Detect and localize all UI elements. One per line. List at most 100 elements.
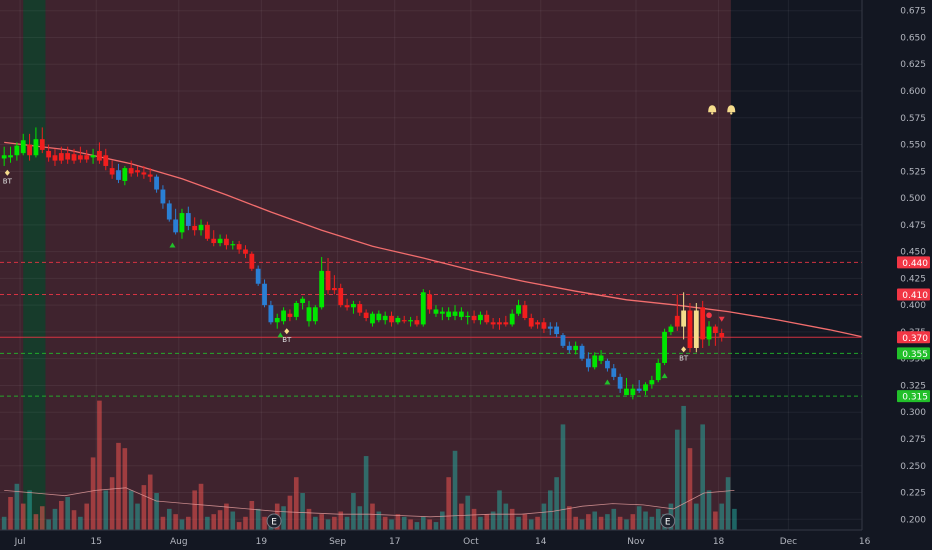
- candle[interactable]: [681, 292, 687, 340]
- candle[interactable]: [166, 200, 172, 222]
- candle[interactable]: [573, 341, 579, 355]
- candle[interactable]: [471, 310, 477, 324]
- candle[interactable]: [535, 320, 540, 329]
- candle[interactable]: [662, 328, 667, 366]
- candle[interactable]: [655, 358, 661, 383]
- candle[interactable]: [109, 160, 115, 179]
- candle[interactable]: [147, 168, 153, 183]
- candle[interactable]: [357, 300, 363, 316]
- candle[interactable]: [712, 324, 718, 346]
- candle[interactable]: [331, 275, 337, 295]
- candle[interactable]: [541, 318, 547, 333]
- candle[interactable]: [46, 144, 52, 162]
- candle[interactable]: [224, 234, 229, 250]
- candle[interactable]: [128, 160, 134, 177]
- candle[interactable]: [674, 294, 680, 331]
- candle[interactable]: [103, 148, 109, 171]
- candle[interactable]: [363, 309, 369, 322]
- candle[interactable]: [249, 251, 255, 271]
- candle[interactable]: [592, 352, 598, 370]
- candle[interactable]: [211, 230, 217, 247]
- time-axis[interactable]: Jul15Aug19Sep17Oct14Nov18Dec16202: [0, 529, 932, 550]
- candle[interactable]: [185, 206, 191, 231]
- candle[interactable]: [351, 300, 356, 314]
- candle[interactable]: [566, 341, 572, 354]
- candle[interactable]: [706, 321, 712, 346]
- candle[interactable]: [554, 322, 560, 338]
- candle[interactable]: [14, 142, 20, 161]
- candle[interactable]: [33, 127, 39, 158]
- candle[interactable]: [598, 350, 604, 365]
- candle[interactable]: [649, 375, 655, 389]
- candle[interactable]: [8, 146, 13, 163]
- candle[interactable]: [338, 283, 344, 308]
- candle[interactable]: [71, 148, 77, 164]
- candle[interactable]: [376, 310, 382, 323]
- candle[interactable]: [198, 219, 204, 236]
- candle[interactable]: [497, 318, 502, 330]
- candle[interactable]: [630, 384, 636, 400]
- candle[interactable]: [287, 309, 293, 322]
- candle[interactable]: [77, 146, 83, 163]
- candle[interactable]: [636, 380, 642, 393]
- candle[interactable]: [458, 307, 464, 321]
- candle[interactable]: [179, 208, 185, 239]
- candle[interactable]: [141, 165, 147, 179]
- candle[interactable]: [243, 245, 248, 259]
- candle[interactable]: [173, 208, 179, 235]
- candle[interactable]: [58, 146, 64, 164]
- candle[interactable]: [446, 307, 452, 321]
- candle[interactable]: [90, 148, 96, 164]
- candle[interactable]: [382, 311, 388, 325]
- candle[interactable]: [401, 315, 407, 324]
- candle[interactable]: [1, 146, 7, 166]
- candle[interactable]: [312, 305, 318, 325]
- candle[interactable]: [427, 290, 433, 314]
- candle[interactable]: [27, 133, 32, 161]
- candle[interactable]: [389, 311, 394, 327]
- candle[interactable]: [300, 296, 306, 310]
- candle[interactable]: [306, 300, 312, 327]
- candle[interactable]: [262, 279, 267, 308]
- candle[interactable]: [516, 299, 521, 316]
- candle[interactable]: [509, 309, 515, 327]
- candle[interactable]: [693, 303, 699, 353]
- candle[interactable]: [116, 163, 121, 184]
- candle[interactable]: [579, 343, 585, 361]
- candle[interactable]: [217, 234, 223, 247]
- candle[interactable]: [668, 324, 674, 336]
- candle[interactable]: [528, 313, 534, 329]
- candle[interactable]: [192, 217, 198, 236]
- candle[interactable]: [319, 256, 325, 310]
- candle[interactable]: [490, 318, 496, 329]
- candle[interactable]: [585, 352, 591, 372]
- candle[interactable]: [52, 148, 58, 166]
- candle[interactable]: [643, 382, 648, 396]
- candle[interactable]: [605, 358, 610, 372]
- candle[interactable]: [344, 298, 350, 311]
- price-axis[interactable]: 0.675 0.650 0.625 0.600 0.575 0.550 0.525 0.500…: [861, 0, 932, 550]
- candle[interactable]: [122, 165, 128, 186]
- candle[interactable]: [439, 307, 445, 321]
- candle[interactable]: [484, 310, 490, 325]
- candle[interactable]: [160, 185, 166, 209]
- earnings-marker[interactable]: E: [266, 513, 282, 529]
- candle[interactable]: [414, 315, 420, 327]
- candle[interactable]: [617, 373, 623, 393]
- candle[interactable]: [84, 149, 90, 163]
- candle[interactable]: [700, 300, 706, 348]
- earnings-marker[interactable]: E: [660, 513, 676, 529]
- candle[interactable]: [370, 311, 375, 327]
- candle[interactable]: [135, 165, 140, 177]
- candle[interactable]: [230, 240, 236, 250]
- candle[interactable]: [452, 305, 458, 321]
- candle[interactable]: [478, 311, 483, 325]
- candle[interactable]: [687, 303, 693, 353]
- candle[interactable]: [719, 328, 725, 342]
- candle[interactable]: [274, 313, 280, 329]
- candle[interactable]: [65, 146, 71, 164]
- candle[interactable]: [39, 127, 45, 154]
- candle[interactable]: [293, 300, 299, 321]
- candle[interactable]: [20, 133, 26, 156]
